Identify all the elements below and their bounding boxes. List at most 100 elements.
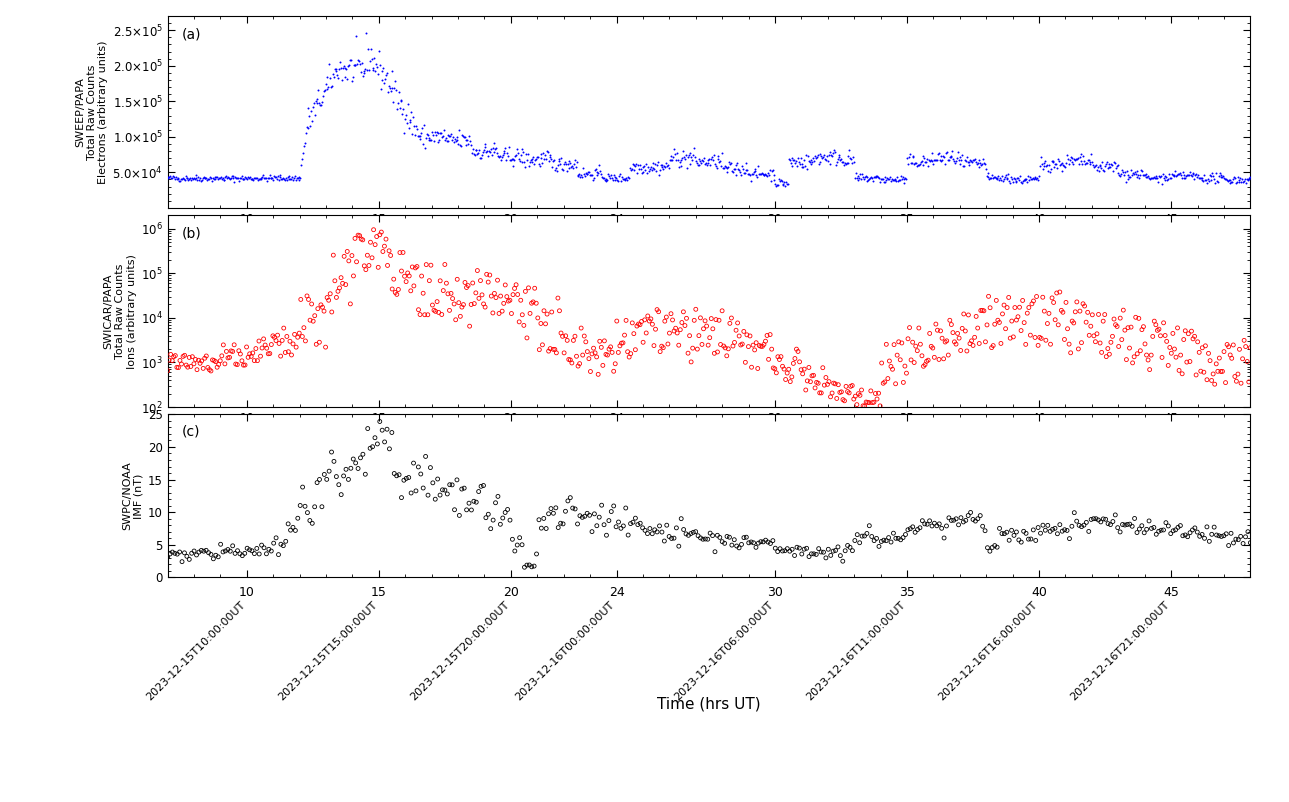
Point bbox=[1047, 286, 1067, 299]
Point bbox=[391, 95, 411, 107]
Point bbox=[1008, 172, 1029, 184]
Point bbox=[182, 171, 202, 184]
Point bbox=[1221, 175, 1241, 188]
Point bbox=[880, 174, 901, 187]
Point bbox=[378, 259, 398, 272]
Point bbox=[995, 168, 1016, 181]
Point bbox=[344, 232, 365, 245]
Point bbox=[352, 56, 373, 69]
Point bbox=[352, 233, 373, 246]
Point bbox=[349, 55, 370, 67]
Point bbox=[789, 156, 809, 168]
Point bbox=[264, 331, 285, 344]
Point bbox=[549, 304, 570, 317]
Point bbox=[463, 277, 483, 290]
Point bbox=[619, 172, 639, 184]
Point bbox=[1049, 286, 1070, 298]
Point bbox=[516, 285, 536, 298]
Point bbox=[1207, 358, 1227, 371]
Point bbox=[1147, 172, 1168, 184]
Point bbox=[272, 172, 293, 185]
Point bbox=[253, 169, 273, 182]
Point bbox=[849, 389, 870, 402]
Point bbox=[272, 334, 293, 346]
Point bbox=[831, 386, 852, 399]
Point bbox=[758, 536, 779, 549]
Point bbox=[727, 540, 748, 553]
Point bbox=[1078, 154, 1098, 167]
Point bbox=[523, 295, 544, 308]
Point bbox=[259, 543, 280, 556]
Point bbox=[260, 545, 281, 557]
Point bbox=[273, 322, 294, 334]
Point bbox=[956, 151, 977, 164]
Point bbox=[1062, 520, 1083, 533]
Point bbox=[1239, 375, 1259, 388]
Point bbox=[556, 330, 576, 342]
Point bbox=[668, 153, 688, 166]
Point bbox=[985, 539, 1005, 552]
Point bbox=[1223, 338, 1244, 351]
Point bbox=[208, 170, 228, 183]
Point bbox=[655, 314, 675, 327]
Point bbox=[764, 177, 785, 190]
Point bbox=[295, 127, 316, 140]
Point bbox=[425, 492, 446, 505]
Point bbox=[985, 170, 1005, 183]
Point bbox=[922, 520, 942, 533]
Point bbox=[583, 174, 603, 187]
Point bbox=[503, 288, 523, 301]
Point bbox=[935, 335, 955, 348]
Point bbox=[1016, 172, 1036, 185]
Point bbox=[269, 171, 290, 184]
Point bbox=[646, 322, 666, 335]
Point bbox=[1151, 178, 1172, 191]
Point bbox=[357, 249, 378, 261]
Point bbox=[633, 521, 654, 534]
Point bbox=[388, 97, 409, 110]
Point bbox=[1074, 300, 1094, 313]
Point bbox=[528, 158, 549, 171]
Point bbox=[398, 269, 419, 282]
Point bbox=[550, 516, 571, 529]
Point bbox=[316, 82, 336, 95]
Point bbox=[263, 173, 284, 186]
Point bbox=[208, 173, 228, 186]
Point bbox=[1094, 164, 1115, 177]
Point bbox=[436, 132, 456, 144]
Point bbox=[739, 168, 759, 181]
Point bbox=[722, 164, 742, 177]
Point bbox=[191, 544, 211, 557]
Point bbox=[1232, 352, 1253, 365]
Point bbox=[268, 549, 289, 561]
Point bbox=[1007, 171, 1027, 184]
Point bbox=[757, 169, 777, 182]
Point bbox=[510, 148, 531, 161]
Point bbox=[287, 172, 308, 184]
Point bbox=[696, 156, 717, 169]
Point bbox=[480, 146, 500, 159]
Point bbox=[412, 482, 433, 495]
Point bbox=[257, 342, 277, 354]
Point bbox=[659, 326, 679, 339]
Point bbox=[322, 80, 343, 93]
Point bbox=[594, 518, 615, 531]
Point bbox=[324, 455, 344, 468]
Point bbox=[773, 176, 794, 188]
Point bbox=[835, 158, 856, 171]
Point bbox=[446, 133, 467, 146]
Point bbox=[1049, 518, 1070, 531]
Point bbox=[199, 172, 219, 185]
Point bbox=[1088, 161, 1109, 174]
Text: 40: 40 bbox=[1031, 585, 1047, 599]
Point bbox=[571, 322, 592, 334]
Point bbox=[611, 171, 632, 184]
Point bbox=[401, 105, 422, 118]
Point bbox=[187, 363, 208, 376]
Point bbox=[809, 156, 830, 169]
Point bbox=[162, 545, 183, 558]
Point bbox=[1045, 314, 1066, 326]
Point bbox=[437, 488, 458, 500]
Point bbox=[672, 316, 692, 329]
Point bbox=[891, 170, 911, 183]
